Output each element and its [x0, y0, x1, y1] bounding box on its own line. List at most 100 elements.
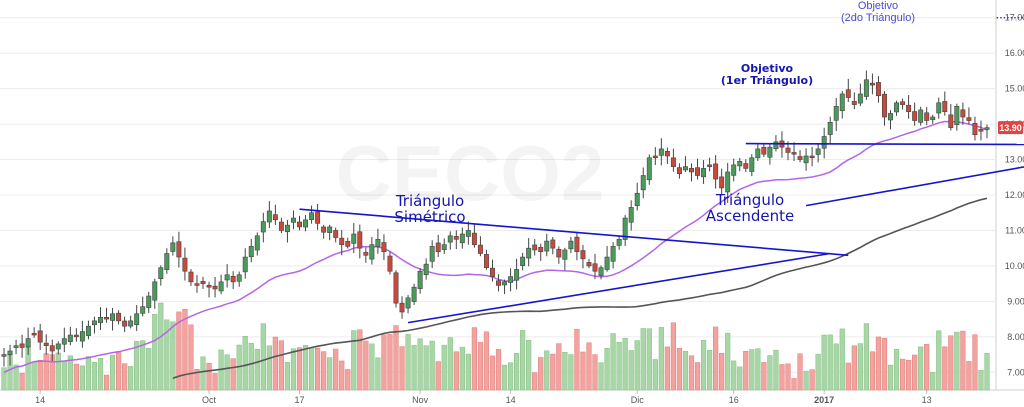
volume-bar	[399, 346, 405, 391]
resistance-line	[745, 142, 1024, 146]
volume-bar	[670, 322, 677, 391]
candle-body	[278, 221, 284, 231]
volume-bar	[773, 349, 779, 391]
candle-body	[882, 93, 887, 118]
volume-bar	[544, 350, 550, 391]
volume-bar	[954, 331, 960, 391]
candle-body	[315, 211, 321, 224]
candle-body	[230, 275, 236, 283]
volume-bar	[79, 365, 86, 391]
candle-body	[357, 231, 363, 249]
candle-body	[218, 281, 224, 292]
candle-body	[465, 230, 471, 237]
candle-body	[49, 345, 55, 352]
candle-body	[815, 148, 821, 155]
volume-bar	[405, 334, 411, 391]
candle-body	[134, 313, 140, 326]
candle-body	[339, 237, 345, 245]
x-tick-label: 13	[922, 395, 932, 405]
candle-body	[839, 93, 845, 112]
candle-body	[544, 240, 550, 252]
candle-body	[170, 242, 176, 252]
candle-body	[206, 284, 212, 288]
volume-bar	[863, 323, 869, 391]
volume-bar	[417, 338, 423, 391]
last-price-tag	[998, 121, 1023, 135]
volume-bar	[13, 364, 19, 391]
candle-body	[869, 82, 875, 86]
volume-bar	[839, 328, 845, 391]
volume-bar	[351, 330, 357, 391]
volume-bar	[212, 373, 218, 391]
candle-body	[562, 249, 568, 260]
candle-body	[556, 248, 562, 258]
candle-body	[104, 317, 109, 320]
candle-body	[393, 272, 399, 304]
candle-body	[272, 214, 278, 221]
candle-body	[453, 236, 459, 240]
volume-bar	[930, 372, 936, 391]
volume-bar	[327, 357, 333, 391]
candle-body	[972, 123, 978, 136]
y-tick-label: 12.00	[1005, 190, 1024, 200]
candle-body	[303, 219, 309, 228]
volume-bar	[369, 343, 375, 391]
candle-body	[375, 239, 381, 247]
candle-body	[912, 111, 918, 121]
volume-bar	[827, 334, 833, 391]
volume-bar	[381, 334, 387, 391]
volume-bar	[230, 358, 236, 391]
candle-body	[387, 255, 393, 272]
volume-bar	[719, 353, 725, 391]
candle-body	[477, 244, 483, 254]
volume-bar	[441, 344, 447, 391]
volume-bar	[339, 360, 345, 391]
volume-bars	[1, 302, 990, 391]
candle-body	[471, 232, 477, 245]
candle-body	[863, 79, 869, 97]
volume-bar	[809, 369, 815, 391]
volume-bar	[375, 357, 381, 391]
volume-bar	[495, 349, 502, 391]
watermark-text: CECO2	[336, 129, 605, 217]
candle-body	[194, 283, 200, 286]
candle-body	[224, 274, 230, 281]
volume-bar	[688, 355, 695, 391]
candle-body	[948, 114, 954, 128]
volume-bar	[857, 343, 863, 391]
candle-body	[13, 345, 19, 348]
volume-bar	[182, 308, 188, 391]
candle-body	[369, 244, 375, 260]
volume-bar	[206, 362, 212, 391]
candle-body	[526, 247, 532, 259]
candle-body	[622, 217, 628, 240]
candle-body	[689, 167, 694, 173]
volume-bar	[357, 329, 363, 391]
x-tick-label: 2017	[814, 395, 834, 405]
volume-bar	[459, 346, 465, 391]
candle-body	[429, 246, 435, 262]
volume-bar	[67, 355, 73, 391]
candle-body	[737, 161, 743, 167]
ascending-support-line	[805, 166, 1024, 207]
candle-body	[749, 157, 755, 172]
candle-body	[767, 146, 773, 158]
candle-body	[845, 89, 851, 98]
volume-bar	[224, 354, 230, 391]
candle-body	[827, 122, 833, 135]
candle-body	[954, 106, 960, 126]
candle-body	[55, 343, 61, 350]
y-tick-label: 10.00	[1005, 261, 1024, 271]
symmetric-triangle-label-line1: Triángulo	[395, 192, 464, 210]
volume-bar	[725, 332, 731, 391]
candle-body	[25, 338, 31, 348]
volume-bar	[761, 362, 767, 391]
candle-body	[918, 109, 924, 123]
candle-body	[731, 164, 737, 176]
candle-body	[743, 163, 749, 169]
volume-bar	[176, 311, 182, 391]
volume-bar	[103, 374, 110, 391]
volume-bar	[912, 354, 918, 391]
volume-bar	[194, 369, 200, 391]
